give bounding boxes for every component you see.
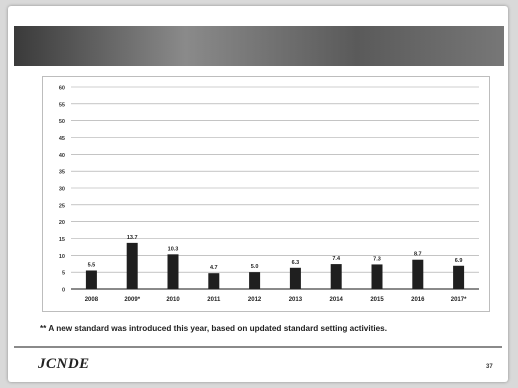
jcnde-logo: JCNDE [38,356,90,372]
data-label: 10.3 [168,246,179,252]
y-tick-label: 25 [59,203,65,209]
y-tick-label: 45 [59,136,65,142]
data-label: 6.3 [292,260,300,266]
bar [249,272,261,289]
data-label: 13.7 [127,235,138,241]
y-tick-label: 30 [59,187,65,193]
data-label: 4.7 [210,265,218,271]
chart-frame: 0 5 10 15 20 25 30 35 40 45 50 55 60 5.5 2008 13.7 2009*… [42,76,490,312]
data-label: 7.4 [332,256,341,262]
footnote: ** A new standard was introduced this ye… [40,324,387,333]
data-label: 5.0 [251,264,259,270]
bar [167,254,179,289]
x-tick-label: 2011 [207,297,221,303]
y-tick-label: 15 [59,237,65,243]
x-tick-label: 2008 [85,297,99,303]
y-tick-label: 35 [59,170,65,176]
x-tick-label: 2009* [124,297,140,303]
y-tick-label: 10 [59,254,65,260]
bar [330,264,342,289]
x-tick-label: 2013 [289,297,303,303]
y-tick-label: 60 [59,86,65,92]
y-tick-label: 0 [62,288,65,294]
data-label: 8.7 [414,252,422,258]
footer-divider [14,346,502,348]
bar [289,267,301,289]
bar [371,264,383,289]
y-tick-label: 50 [59,119,65,125]
bar [208,273,220,289]
x-tick-label: 2012 [248,297,262,303]
bar-chart: 0 5 10 15 20 25 30 35 40 45 50 55 60 5.5 2008 13.7 2009*… [59,86,479,303]
y-tick-label: 55 [59,102,65,108]
data-label: 7.3 [373,256,381,262]
page-number: 37 [486,364,493,370]
bar [453,265,465,289]
y-tick-label: 5 [62,271,65,277]
bar [412,259,424,289]
x-tick-label: 2017* [451,297,467,303]
data-label: 6.9 [455,258,463,264]
y-tick-label: 20 [59,220,65,226]
x-tick-label: 2014 [330,297,344,303]
x-tick-label: 2015 [370,297,384,303]
title-banner [14,26,504,66]
bar [126,242,138,289]
y-tick-label: 40 [59,153,65,159]
x-tick-label: 2010 [166,297,180,303]
data-label: 5.5 [88,262,96,268]
slide: 0 5 10 15 20 25 30 35 40 45 50 55 60 5.5 2008 13.7 2009*… [8,6,508,382]
bar [85,270,97,289]
x-tick-label: 2016 [411,297,425,303]
